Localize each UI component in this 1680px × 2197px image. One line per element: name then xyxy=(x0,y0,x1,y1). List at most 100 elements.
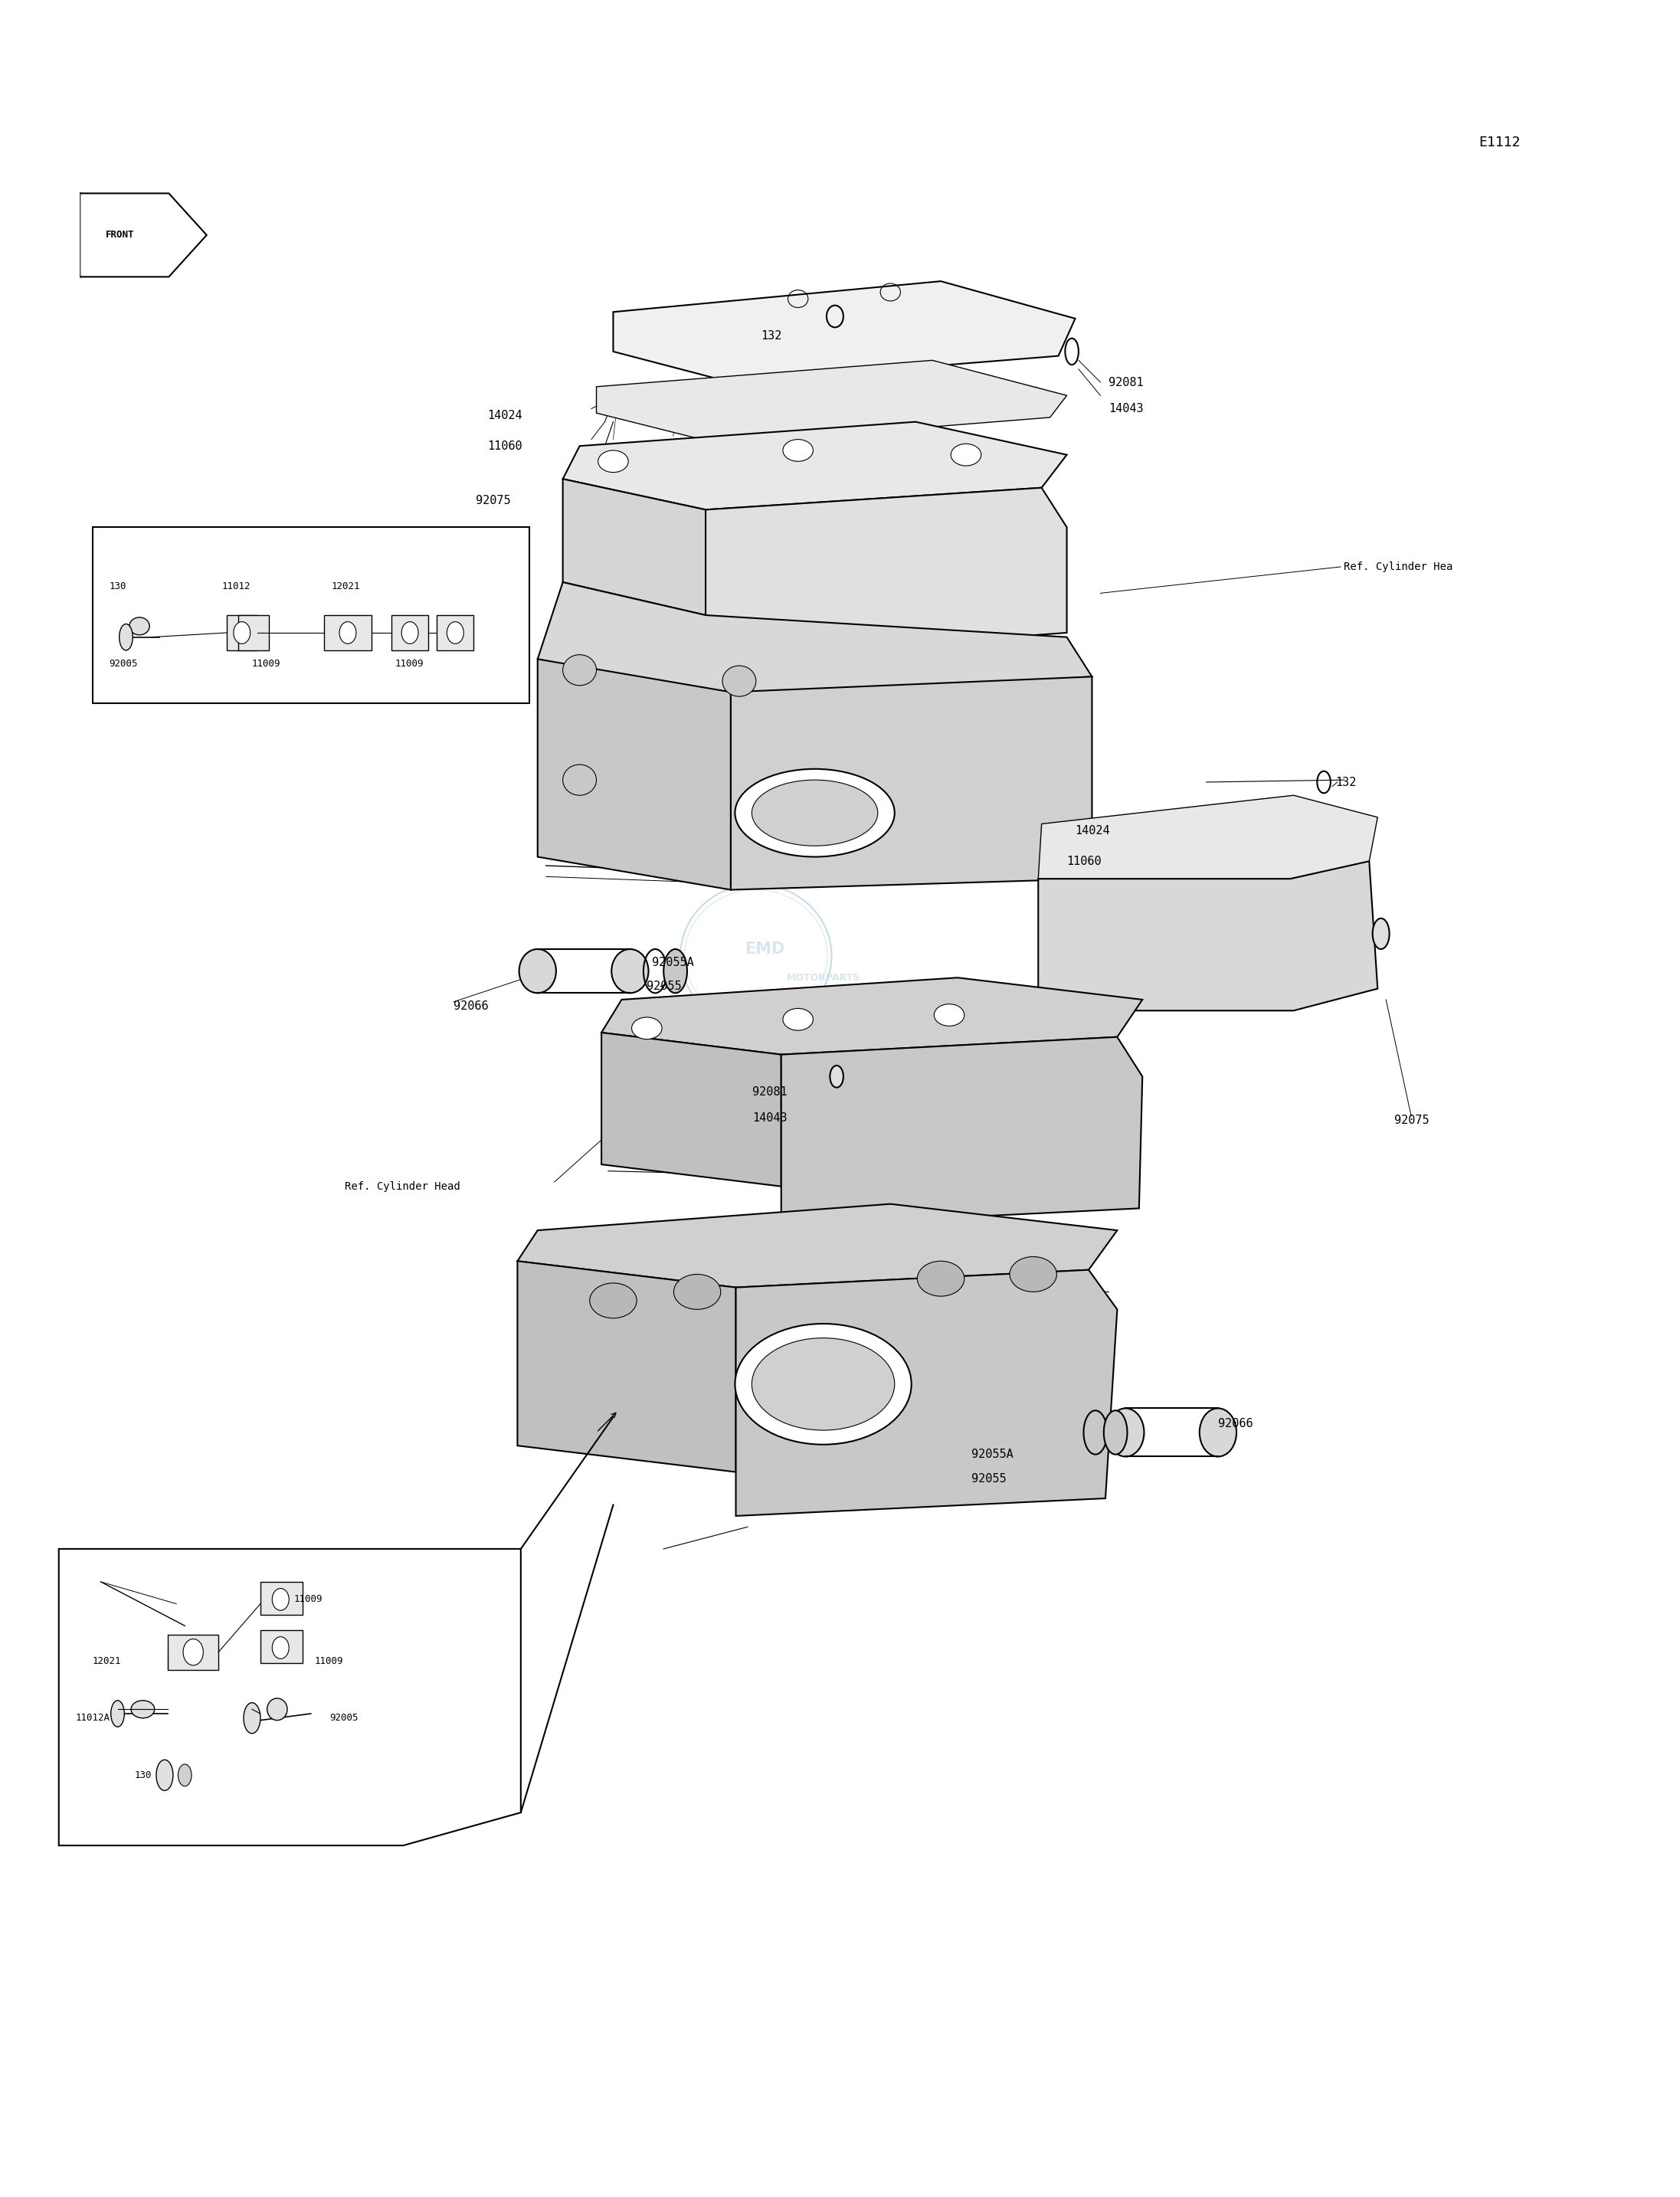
Text: 12021: 12021 xyxy=(92,1657,121,1665)
Polygon shape xyxy=(563,479,706,615)
Ellipse shape xyxy=(736,1323,911,1446)
Ellipse shape xyxy=(674,1274,721,1309)
Text: E1112: E1112 xyxy=(1478,136,1520,149)
Ellipse shape xyxy=(590,1283,637,1318)
Text: 92055A: 92055A xyxy=(971,1448,1013,1461)
Ellipse shape xyxy=(917,1261,964,1296)
Text: 11009: 11009 xyxy=(314,1657,343,1665)
Ellipse shape xyxy=(722,666,756,696)
Ellipse shape xyxy=(519,949,556,993)
Polygon shape xyxy=(731,677,1092,890)
Ellipse shape xyxy=(1104,1410,1127,1454)
Ellipse shape xyxy=(119,624,133,650)
Ellipse shape xyxy=(783,439,813,461)
Text: 92055: 92055 xyxy=(971,1472,1006,1485)
Polygon shape xyxy=(781,1037,1142,1226)
Ellipse shape xyxy=(244,1703,260,1733)
Text: 92081: 92081 xyxy=(1109,376,1144,389)
Ellipse shape xyxy=(447,622,464,644)
Text: FRONT: FRONT xyxy=(106,231,134,239)
Ellipse shape xyxy=(598,450,628,472)
FancyBboxPatch shape xyxy=(260,1630,302,1663)
Ellipse shape xyxy=(272,1637,289,1659)
FancyBboxPatch shape xyxy=(324,615,371,650)
Text: 11009: 11009 xyxy=(252,659,281,668)
Polygon shape xyxy=(517,1261,736,1472)
FancyBboxPatch shape xyxy=(168,1635,218,1670)
Ellipse shape xyxy=(632,1017,662,1039)
Ellipse shape xyxy=(111,1700,124,1727)
Text: 92005: 92005 xyxy=(109,659,138,668)
Ellipse shape xyxy=(267,1698,287,1720)
Ellipse shape xyxy=(783,1008,813,1030)
Text: 130: 130 xyxy=(134,1771,151,1780)
Text: 92055: 92055 xyxy=(647,980,682,993)
Text: 11009: 11009 xyxy=(294,1595,323,1604)
Ellipse shape xyxy=(234,622,250,644)
Polygon shape xyxy=(1038,861,1378,1011)
FancyBboxPatch shape xyxy=(437,615,474,650)
Text: MOTORPARTS: MOTORPARTS xyxy=(786,973,860,982)
Polygon shape xyxy=(81,193,101,277)
Ellipse shape xyxy=(178,1764,192,1786)
Text: Ref. Cylinder Head: Ref. Cylinder Head xyxy=(344,1182,460,1191)
Ellipse shape xyxy=(736,769,894,857)
Polygon shape xyxy=(736,1270,1117,1516)
Ellipse shape xyxy=(612,949,648,993)
FancyBboxPatch shape xyxy=(227,615,257,650)
Polygon shape xyxy=(81,193,207,277)
Text: 11060: 11060 xyxy=(487,439,522,453)
Text: 92066: 92066 xyxy=(1218,1417,1253,1430)
Text: 12021: 12021 xyxy=(331,582,360,591)
Ellipse shape xyxy=(753,780,877,846)
Text: 92055A: 92055A xyxy=(652,956,694,969)
Text: 11012A: 11012A xyxy=(76,1714,111,1722)
Ellipse shape xyxy=(751,1338,894,1430)
Polygon shape xyxy=(706,488,1067,659)
Ellipse shape xyxy=(156,1760,173,1791)
Polygon shape xyxy=(59,1549,521,1845)
Polygon shape xyxy=(601,1033,781,1186)
Text: 92075: 92075 xyxy=(475,494,511,508)
FancyBboxPatch shape xyxy=(260,1582,302,1615)
Polygon shape xyxy=(563,422,1067,510)
FancyBboxPatch shape xyxy=(391,615,428,650)
Polygon shape xyxy=(517,1204,1117,1287)
Ellipse shape xyxy=(830,1066,843,1088)
Text: 132: 132 xyxy=(761,330,781,343)
Polygon shape xyxy=(613,281,1075,382)
Ellipse shape xyxy=(339,622,356,644)
Ellipse shape xyxy=(1200,1408,1236,1457)
Text: 92081: 92081 xyxy=(753,1085,788,1098)
Text: 14043: 14043 xyxy=(1109,402,1144,415)
Ellipse shape xyxy=(563,765,596,795)
Text: Ref. Cylinder Hea: Ref. Cylinder Hea xyxy=(1344,562,1453,571)
Polygon shape xyxy=(596,360,1067,444)
Ellipse shape xyxy=(563,655,596,685)
Ellipse shape xyxy=(272,1588,289,1610)
Ellipse shape xyxy=(402,622,418,644)
Ellipse shape xyxy=(131,1700,155,1718)
Ellipse shape xyxy=(1373,918,1389,949)
Text: 92005: 92005 xyxy=(329,1714,358,1722)
Ellipse shape xyxy=(183,1639,203,1665)
Ellipse shape xyxy=(1010,1257,1057,1292)
Ellipse shape xyxy=(129,617,150,635)
Text: 14024: 14024 xyxy=(1075,824,1110,837)
FancyBboxPatch shape xyxy=(92,527,529,703)
Text: 14024: 14024 xyxy=(487,409,522,422)
Text: 11012: 11012 xyxy=(222,582,250,591)
Text: 132: 132 xyxy=(1336,776,1356,789)
Ellipse shape xyxy=(934,1004,964,1026)
Polygon shape xyxy=(538,582,1092,699)
Text: 11009: 11009 xyxy=(395,659,423,668)
Ellipse shape xyxy=(1107,1408,1144,1457)
Text: 14043: 14043 xyxy=(753,1112,788,1125)
Text: EMD: EMD xyxy=(744,943,785,956)
Text: 92075: 92075 xyxy=(1394,1114,1430,1127)
Text: 92066: 92066 xyxy=(454,1000,489,1013)
Text: 11060: 11060 xyxy=(1067,855,1102,868)
Polygon shape xyxy=(1038,795,1378,879)
Text: 130: 130 xyxy=(109,582,126,591)
Polygon shape xyxy=(538,659,731,890)
